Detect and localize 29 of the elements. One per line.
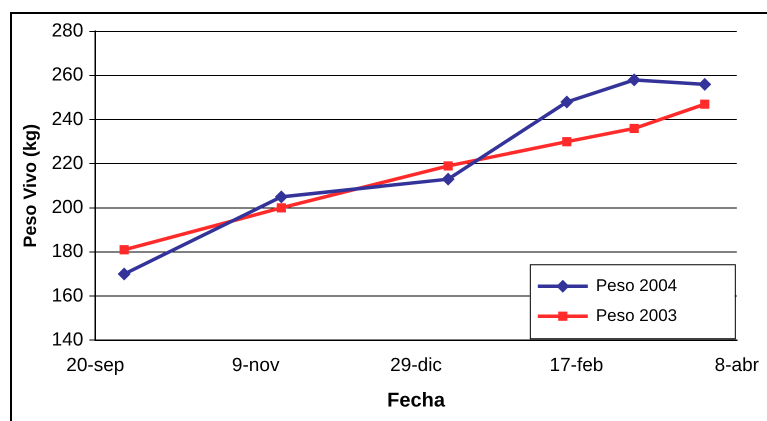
- y-tick-label: 260: [52, 64, 84, 86]
- point: [700, 100, 710, 109]
- point: [274, 190, 288, 204]
- y-tick-label: 140: [52, 329, 84, 350]
- legend-label: Peso 2003: [596, 306, 678, 325]
- point: [276, 203, 286, 212]
- legend-label: Peso 2004: [596, 276, 678, 295]
- point: [560, 95, 574, 108]
- x-tick-label: 29-dic: [390, 354, 442, 376]
- y-tick-label: 240: [52, 108, 84, 130]
- y-tick-label: 280: [52, 20, 84, 42]
- y-axis-title: Peso Vivo (kg): [20, 124, 40, 248]
- y-tick-label: 160: [52, 285, 84, 306]
- point: [442, 172, 455, 186]
- y-tick-label: 220: [52, 152, 84, 174]
- y-tick-label: 200: [52, 197, 84, 218]
- point: [628, 73, 641, 86]
- point: [562, 137, 572, 146]
- x-axis-title: Fecha: [387, 390, 446, 412]
- x-tick-label: 17-feb: [550, 354, 604, 376]
- y-tick-label: 180: [52, 241, 84, 262]
- point: [630, 124, 639, 134]
- x-tick-label: 9-nov: [232, 354, 280, 376]
- point: [698, 78, 712, 91]
- point: [120, 245, 129, 254]
- point: [118, 268, 131, 281]
- x-tick-label: 8-abr: [714, 354, 760, 376]
- point: [444, 161, 453, 171]
- x-tick-label: 20-sep: [66, 354, 124, 376]
